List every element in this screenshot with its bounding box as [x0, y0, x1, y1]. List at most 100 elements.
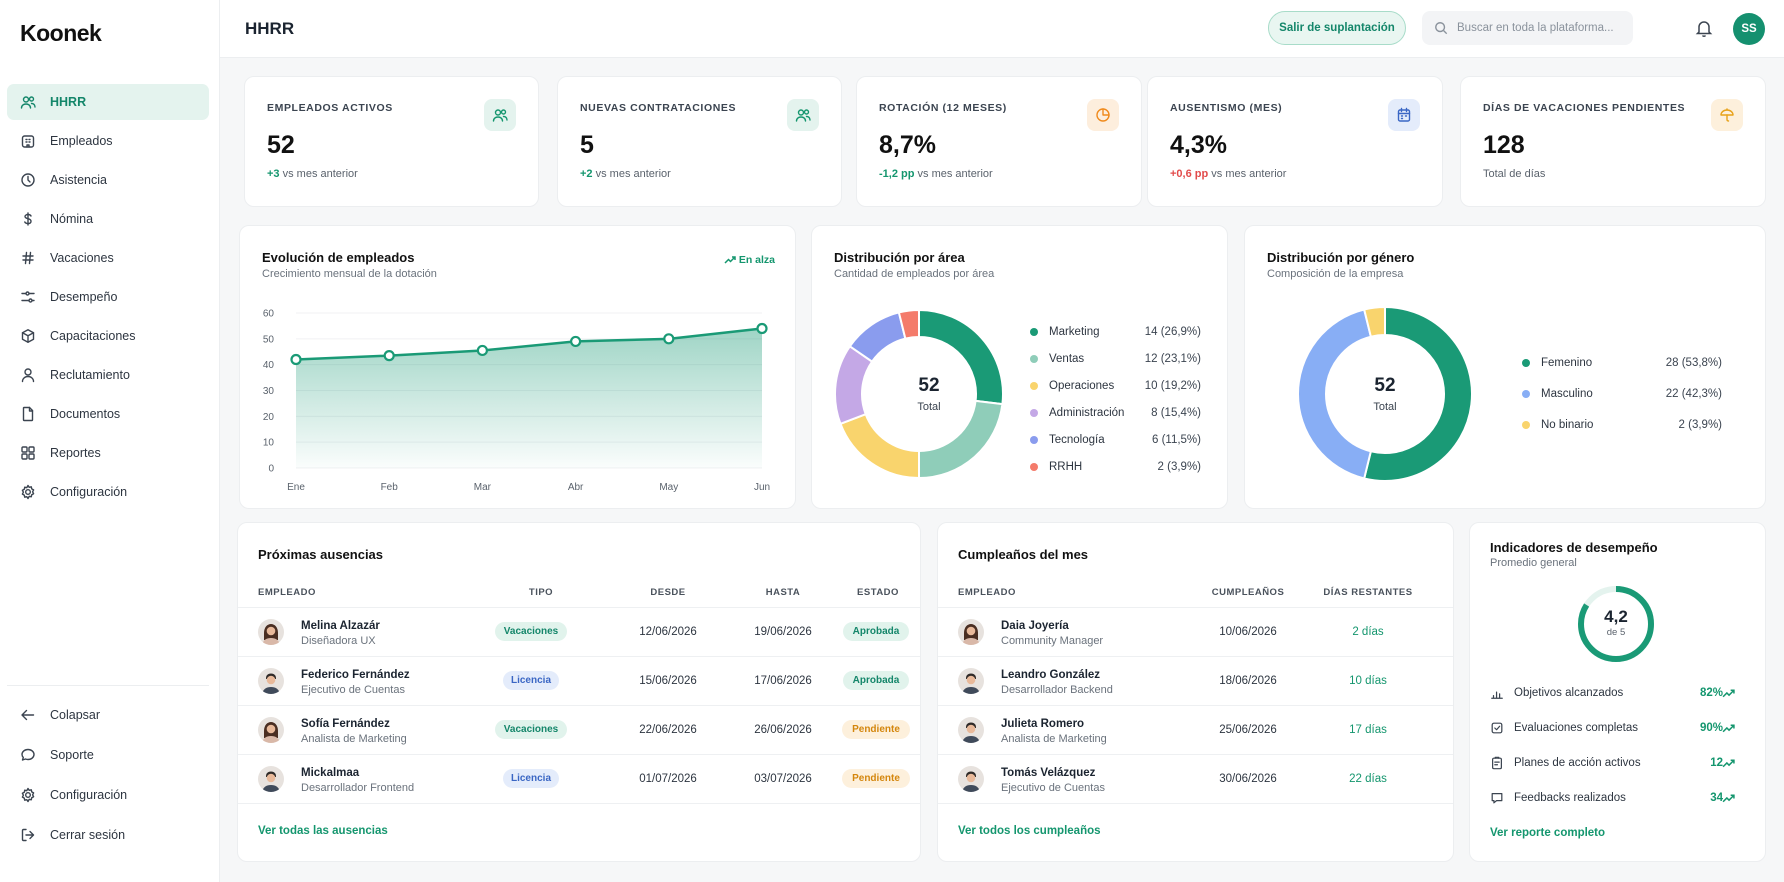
employee-role: Community Manager — [1001, 635, 1104, 647]
kpi-card-rotacion-12-meses: ROTACIÓN (12 MESES) 8,7% -1,2 pp vs mes an… — [856, 76, 1142, 207]
legend-label: Operaciones — [1049, 380, 1115, 392]
indicator-planes-de-accion-activos[interactable]: Planes de acción activos 12 — [1490, 753, 1745, 773]
employee-name: Leandro González — [1001, 669, 1101, 681]
type-badge: Vacaciones — [495, 622, 567, 641]
sidebar-item-vacaciones[interactable]: Vacaciones — [7, 240, 209, 276]
legend-value: 14 (26,9%) — [1144, 326, 1201, 338]
y-tick-label: 50 — [263, 334, 275, 345]
sidebar-item-label: Configuración — [50, 788, 128, 802]
clock-icon — [21, 173, 35, 187]
sidebar-item-label: HHRR — [50, 95, 87, 109]
sidebar-item-reclutamiento[interactable]: Reclutamiento — [7, 357, 209, 393]
document-icon — [22, 406, 34, 422]
birthday-date: 30/06/2026 — [1219, 773, 1277, 785]
indicator-evaluaciones-completas[interactable]: Evaluaciones completas 90% — [1490, 718, 1745, 738]
kpi-caption: Total de días — [1483, 168, 1546, 180]
sidebar-item-desempeno[interactable]: Desempeño — [7, 279, 209, 315]
sidebar-item-capacitaciones[interactable]: Capacitaciones — [7, 318, 209, 354]
sidebar-item-reportes[interactable]: Reportes — [7, 435, 209, 471]
view-all-birthdays-link[interactable]: Ver todos los cumpleaños — [958, 825, 1101, 837]
area-donut-chart — [834, 308, 1004, 480]
sidebar-bottom-item-soporte[interactable]: Soporte — [7, 736, 209, 774]
data-point[interactable] — [476, 344, 488, 357]
slice-masculino[interactable] — [1297, 308, 1373, 480]
kpi-card-dias-de-vacaciones-pendientes: DÍAS DE VACACIONES PENDIENTES 128 Total de… — [1460, 76, 1766, 207]
gear-icon — [21, 787, 35, 803]
table-row[interactable]: Melina Alzazár Diseñadora UX Vacaciones 12/… — [238, 607, 920, 656]
data-point[interactable] — [570, 335, 582, 348]
slice-no-binario[interactable] — [1362, 305, 1386, 338]
performance-subtitle: Promedio general — [1490, 557, 1577, 569]
slice-operaciones[interactable] — [839, 412, 920, 480]
app-logo[interactable]: Koonek — [20, 20, 102, 46]
days-remaining: 17 días — [1349, 724, 1387, 736]
sidebar-item-documentos[interactable]: Documentos — [7, 396, 209, 432]
table-row[interactable]: Leandro González Desarrollador Backend 18/… — [938, 656, 1453, 705]
employee-role: Desarrollador Backend — [1001, 684, 1113, 696]
table-row[interactable]: Julieta Romero Analista de Marketing 25/06… — [938, 705, 1453, 754]
sidebar-item-asistencia[interactable]: Asistencia — [7, 162, 209, 198]
table-row[interactable]: Federico Fernández Ejecutivo de Cuentas Li… — [238, 656, 920, 705]
days-remaining: 2 días — [1352, 626, 1384, 638]
evolution-subtitle: Crecimiento mensual de la dotación — [262, 268, 437, 280]
legend-item-masculino: Masculino 22 (42,3%) — [1522, 388, 1722, 400]
indicator-feedbacks-realizados[interactable]: Feedbacks realizados 34 — [1490, 788, 1745, 808]
slice-femenino[interactable] — [1362, 305, 1473, 482]
absences-header-from: DESDE — [650, 587, 686, 598]
exit-impersonation-button[interactable]: Salir de suplantación — [1268, 11, 1406, 45]
sidebar-item-empleados[interactable]: Empleados — [7, 123, 209, 159]
y-tick-label: 60 — [263, 309, 275, 320]
sidebar-item-label: Desempeño — [50, 290, 118, 304]
chat-icon — [21, 748, 35, 761]
clipboard-icon — [1492, 756, 1502, 770]
score-ring-progress — [1578, 586, 1654, 662]
gender-subtitle: Composición de la empresa — [1267, 268, 1404, 280]
sidebar-bottom-item-colapsar[interactable]: Colapsar — [7, 696, 209, 734]
table-row[interactable]: Daia Joyería Community Manager 10/06/2026 2… — [938, 607, 1453, 656]
box-icon — [21, 329, 35, 343]
sidebar-item-label: Reclutamiento — [50, 368, 130, 382]
search-input[interactable]: Buscar en toda la plataforma... — [1422, 11, 1633, 45]
indicator-objetivos-alcanzados[interactable]: Objetivos alcanzados 82% — [1490, 683, 1745, 703]
legend-value: 12 (23,1%) — [1144, 353, 1201, 365]
area-total-label: Total — [917, 401, 941, 413]
employee-role: Diseñadora UX — [301, 635, 376, 647]
absences-header-employee: EMPLEADO — [258, 587, 316, 598]
avatar — [958, 668, 984, 694]
legend-item-operaciones: Operaciones 10 (19,2%) — [1030, 380, 1201, 392]
legend-swatch — [1030, 463, 1038, 471]
view-full-report-link[interactable]: Ver reporte completo — [1490, 827, 1606, 839]
logout-icon — [21, 828, 35, 842]
legend-item-tecnologia: Tecnología 6 (11,5%) — [1030, 434, 1201, 446]
sidebar-bottom-item-cerrar-sesion[interactable]: Cerrar sesión — [7, 816, 209, 854]
table-row[interactable]: Sofía Fernández Analista de Marketing Vaca… — [238, 705, 920, 754]
legend-value: 2 (3,9%) — [1678, 419, 1722, 431]
table-row[interactable]: Tomás Velázquez Ejecutivo de Cuentas 30/06… — [938, 754, 1453, 803]
sidebar-item-label: Vacaciones — [50, 251, 114, 265]
data-point[interactable] — [756, 322, 768, 335]
sidebar-item-hhrr[interactable]: HHRR — [7, 84, 209, 120]
sidebar-item-nomina[interactable]: Nómina — [7, 201, 209, 237]
legend-label: Tecnología — [1049, 434, 1105, 446]
y-tick-label: 40 — [263, 360, 275, 371]
type-badge: Licencia — [503, 671, 559, 690]
user-avatar[interactable]: SS — [1733, 13, 1765, 45]
birthdays-header-employee: EMPLEADO — [958, 587, 1016, 598]
data-point[interactable] — [663, 333, 675, 345]
sidebar-bottom-item-configuracion[interactable]: Configuración — [7, 776, 209, 814]
table-row[interactable]: Mickalmaa Desarrollador Frontend Licencia 0… — [238, 754, 920, 803]
data-point[interactable] — [383, 350, 395, 362]
legend-label: No binario — [1541, 419, 1594, 431]
slice-rrhh[interactable] — [897, 308, 920, 340]
view-all-absences-link[interactable]: Ver todas las ausencias — [258, 825, 388, 837]
evolution-title: Evolución de empleados — [262, 250, 415, 265]
y-tick-label: 30 — [263, 386, 275, 397]
legend-value: 10 (19,2%) — [1144, 380, 1201, 392]
bell-icon[interactable] — [1694, 18, 1714, 38]
sidebar-item-configuracion[interactable]: Configuración — [7, 474, 209, 510]
area-card: Distribución por área Cantidad de emplea… — [811, 225, 1228, 509]
status-badge: Pendiente — [842, 720, 910, 739]
legend-item-ventas: Ventas 12 (23,1%) — [1030, 353, 1201, 365]
avatar — [258, 668, 284, 694]
data-point[interactable] — [290, 353, 302, 366]
